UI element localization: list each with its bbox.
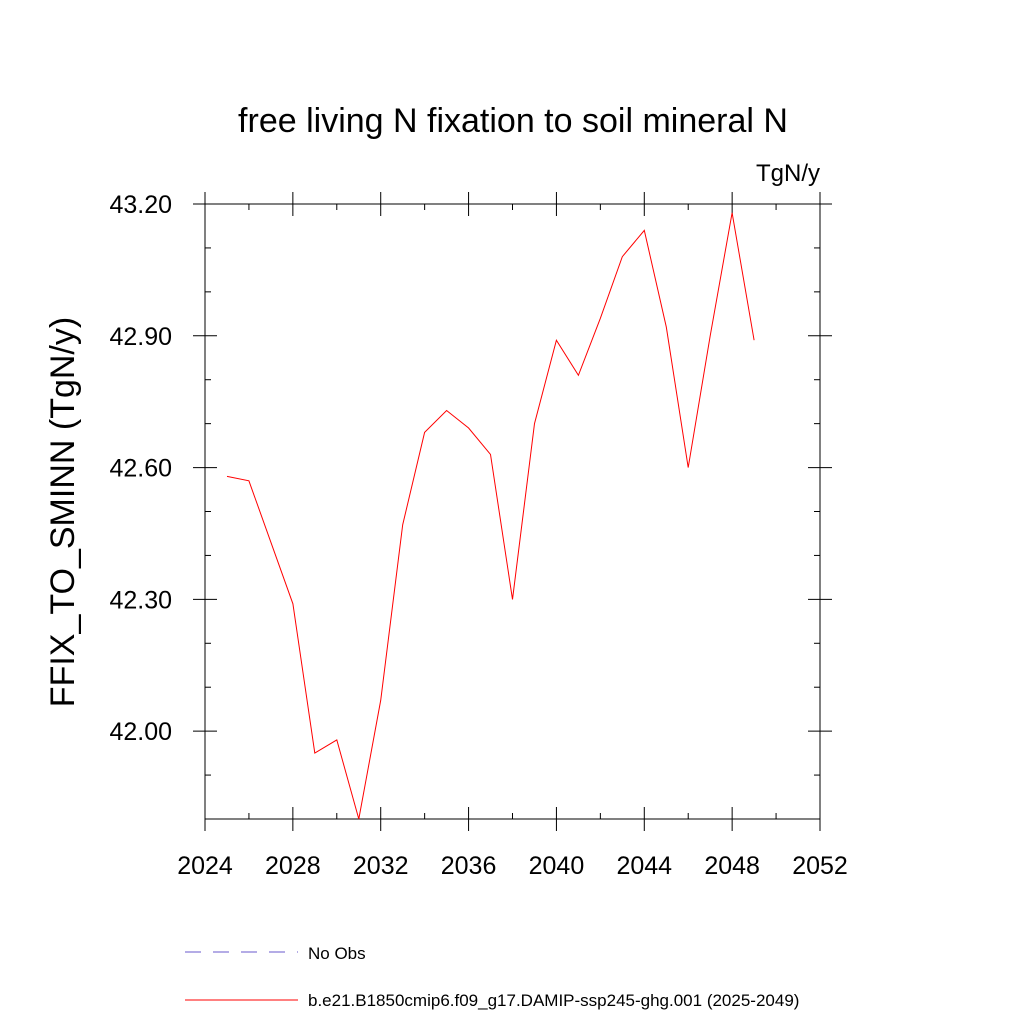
x-tick-label: 2024 bbox=[177, 852, 233, 880]
legend-label-no-obs: No Obs bbox=[308, 944, 366, 963]
x-tick-label: 2048 bbox=[704, 852, 760, 880]
tick-marks bbox=[193, 192, 832, 831]
series-line-1 bbox=[226, 212, 755, 820]
chart-title: free living N fixation to soil mineral N bbox=[238, 102, 788, 140]
x-tick-label: 2040 bbox=[529, 852, 585, 880]
x-tick-label: 2044 bbox=[616, 852, 672, 880]
y-axis-label: FFIX_TO_SMINN (TgN/y) bbox=[44, 317, 82, 707]
series-lines bbox=[226, 212, 755, 820]
x-tick-label: 2028 bbox=[265, 852, 321, 880]
legend-label-model-run: b.e21.B1850cmip6.f09_g17.DAMIP-ssp245-gh… bbox=[308, 991, 799, 1010]
y-tick-label: 43.20 bbox=[109, 191, 172, 219]
y-tick-label: 42.00 bbox=[109, 718, 172, 746]
x-tick-label: 2052 bbox=[792, 852, 848, 880]
y-tick-label: 42.90 bbox=[109, 323, 172, 351]
units-label: TgN/y bbox=[756, 160, 820, 187]
x-tick-label: 2036 bbox=[441, 852, 497, 880]
y-tick-label: 42.60 bbox=[109, 455, 172, 483]
y-tick-label: 42.30 bbox=[109, 586, 172, 614]
legend: No Obs b.e21.B1850cmip6.f09_g17.DAMIP-ss… bbox=[185, 944, 799, 1010]
plot-frame bbox=[204, 203, 821, 820]
tick-labels: 2024 2028 2032 2036 2040 2044 2048 2052 42.00 42.… bbox=[109, 191, 847, 880]
x-tick-label: 2032 bbox=[353, 852, 409, 880]
